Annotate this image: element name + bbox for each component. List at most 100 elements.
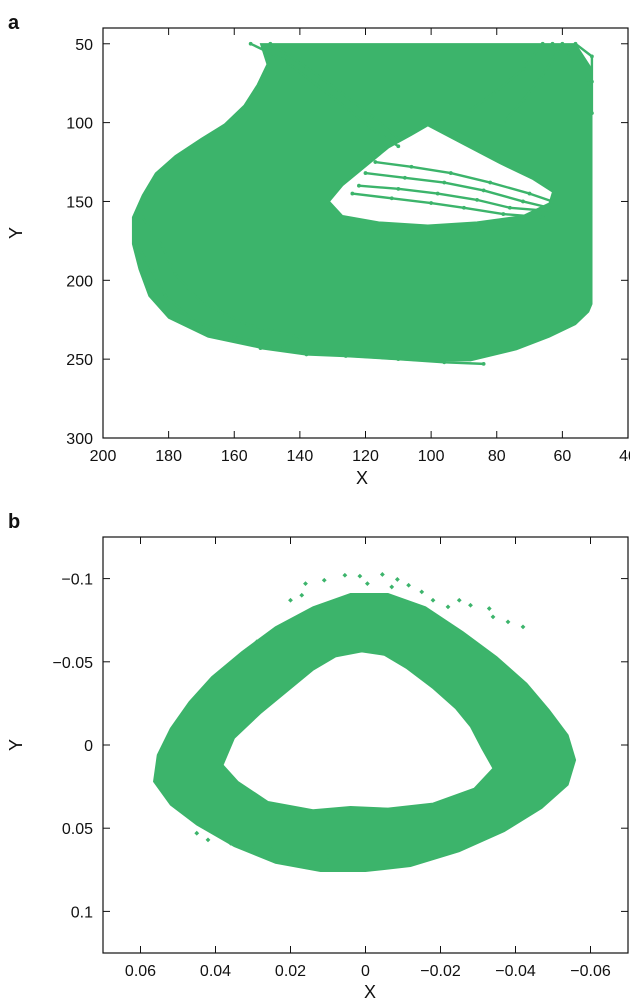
chart-a-x-tick-label: 140 bbox=[287, 448, 314, 465]
chart-a-data-point bbox=[150, 268, 155, 273]
chart-b-data-point bbox=[325, 854, 331, 859]
chart-a-data-point bbox=[547, 205, 552, 210]
chart-b-data-point bbox=[228, 840, 233, 846]
chart-a-data-point bbox=[370, 114, 374, 119]
chart-b-data-point bbox=[389, 584, 395, 590]
chart-a-data-point bbox=[488, 180, 493, 185]
chart-b-data-point bbox=[486, 606, 492, 611]
chart-b: b 0.06 0.04 0.02 0 −0.02 −0.04 −0.06−0.1−0.050… bbox=[6, 511, 629, 1002]
chart-b-data-point bbox=[194, 830, 200, 836]
chart-b-y-tick-label: 0.1 bbox=[71, 904, 93, 921]
chart-a-data-point bbox=[567, 51, 571, 56]
chart-a-data-point bbox=[586, 81, 591, 86]
chart-a-data-point bbox=[435, 191, 440, 196]
chart-a-data-point bbox=[507, 205, 512, 210]
chart-a-data-point bbox=[521, 98, 525, 103]
chart-a-data-point bbox=[527, 191, 532, 196]
chart-a-trajectory-line bbox=[469, 42, 544, 112]
chart-a-data-point bbox=[389, 196, 394, 201]
chart-a-data-point bbox=[402, 175, 407, 180]
chart-a-x-tick-label: 120 bbox=[352, 448, 379, 465]
chart-a-data-point bbox=[370, 127, 374, 131]
chart-a-data-point bbox=[347, 108, 351, 112]
chart-b-data-point bbox=[261, 636, 267, 641]
chart-a-data-point bbox=[268, 41, 273, 46]
chart-a-data-point bbox=[550, 199, 555, 204]
chart-a-data-point bbox=[590, 111, 594, 116]
chart-a-y-tick-label: 100 bbox=[66, 116, 93, 133]
chart-a-data-point bbox=[281, 57, 286, 62]
chart-a-data-point bbox=[468, 108, 473, 112]
chart-a-data-point bbox=[350, 191, 355, 196]
chart-b-y-axis-label: Y bbox=[6, 739, 26, 751]
chart-a-y-tick-label: 250 bbox=[66, 352, 93, 369]
chart-b-data-point bbox=[520, 624, 526, 630]
chart-a-data-point bbox=[560, 41, 565, 46]
chart-b-x-tick-label: −0.02 bbox=[420, 963, 461, 980]
chart-a-trajectory-line bbox=[249, 42, 400, 148]
chart-a-data-point bbox=[448, 171, 453, 175]
chart-a-y-tick-label: 300 bbox=[66, 431, 93, 448]
chart-b-y-tick-label: −0.1 bbox=[61, 572, 93, 589]
chart-a-data-point bbox=[429, 201, 434, 205]
chart-a-trajectory-line bbox=[141, 216, 302, 339]
chart-a-data-point bbox=[199, 300, 204, 305]
chart-a-data-point bbox=[304, 352, 309, 357]
chart-a-data-point bbox=[133, 240, 138, 245]
chart-a-dense-trajectory-region bbox=[131, 43, 593, 362]
panel-label-a: a bbox=[8, 12, 20, 34]
chart-b-data-point bbox=[303, 581, 308, 586]
chart-a-data-point bbox=[521, 67, 525, 71]
chart-b-scatter-cloud bbox=[153, 572, 577, 873]
chart-a-data-point bbox=[409, 164, 414, 169]
chart-a-data-point bbox=[343, 354, 348, 358]
chart-b-data-point bbox=[505, 619, 511, 625]
chart-a-data-point bbox=[475, 197, 479, 202]
chart-a-data-point bbox=[245, 322, 250, 327]
chart-a-x-tick-label: 200 bbox=[90, 448, 117, 465]
chart-a-data-point bbox=[396, 186, 401, 191]
chart-a-ticks: 200 180 160 140 120 100 80 60 40 50 100 150 200 250 30… bbox=[66, 28, 630, 465]
chart-b-data-point bbox=[490, 614, 496, 620]
chart-b-data-point bbox=[250, 844, 256, 849]
chart-a-trajectory-line bbox=[357, 184, 551, 213]
chart-a-data-point bbox=[373, 160, 378, 164]
chart-a-data-point bbox=[173, 272, 178, 276]
chart-a-data-point bbox=[547, 209, 552, 213]
chart-b-data-point bbox=[468, 602, 473, 608]
chart-b-x-tick-label: 0.02 bbox=[275, 963, 306, 980]
chart-a-data-point bbox=[314, 82, 319, 87]
chart-b-x-axis-label: X bbox=[364, 982, 376, 1002]
chart-a-y-tick-label: 150 bbox=[66, 194, 93, 211]
chart-b-data-point bbox=[254, 639, 260, 645]
chart-b-y-tick-label: 0.05 bbox=[62, 821, 93, 838]
chart-a-data-point bbox=[481, 188, 486, 193]
chart-a-data-point bbox=[462, 205, 466, 210]
chart-a-data-point bbox=[281, 344, 286, 349]
chart-b-data-point bbox=[342, 572, 348, 578]
chart-b-data-point bbox=[306, 852, 312, 858]
chart-a-x-axis-label: X bbox=[356, 468, 368, 488]
chart-b-y-tick-label: 0 bbox=[84, 738, 93, 755]
chart-a-data-point bbox=[501, 120, 506, 125]
chart-b-data-point bbox=[288, 850, 293, 856]
chart-b-plot-data bbox=[153, 572, 577, 873]
chart-a-x-tick-label: 160 bbox=[221, 448, 248, 465]
chart-b-data-point bbox=[299, 592, 305, 598]
chart-a-x-tick-label: 180 bbox=[155, 448, 182, 465]
chart-a-data-point bbox=[357, 183, 361, 188]
chart-a-data-point bbox=[540, 73, 545, 78]
chart-a-y-tick-label: 200 bbox=[66, 273, 93, 290]
chart-a-trajectory-line bbox=[574, 42, 594, 115]
chart-a-y-tick-label: 50 bbox=[75, 37, 93, 54]
chart-a-trajectory-line bbox=[134, 241, 285, 348]
chart-a-data-point bbox=[550, 41, 555, 46]
chart-a-data-point bbox=[232, 335, 237, 339]
chart-a-data-point bbox=[590, 54, 594, 59]
chart-a-data-point bbox=[396, 144, 401, 149]
chart-a-x-tick-label: 80 bbox=[488, 448, 506, 465]
chart-a-data-point bbox=[573, 41, 578, 46]
chart-b-dense-trajectory-region bbox=[153, 592, 577, 873]
